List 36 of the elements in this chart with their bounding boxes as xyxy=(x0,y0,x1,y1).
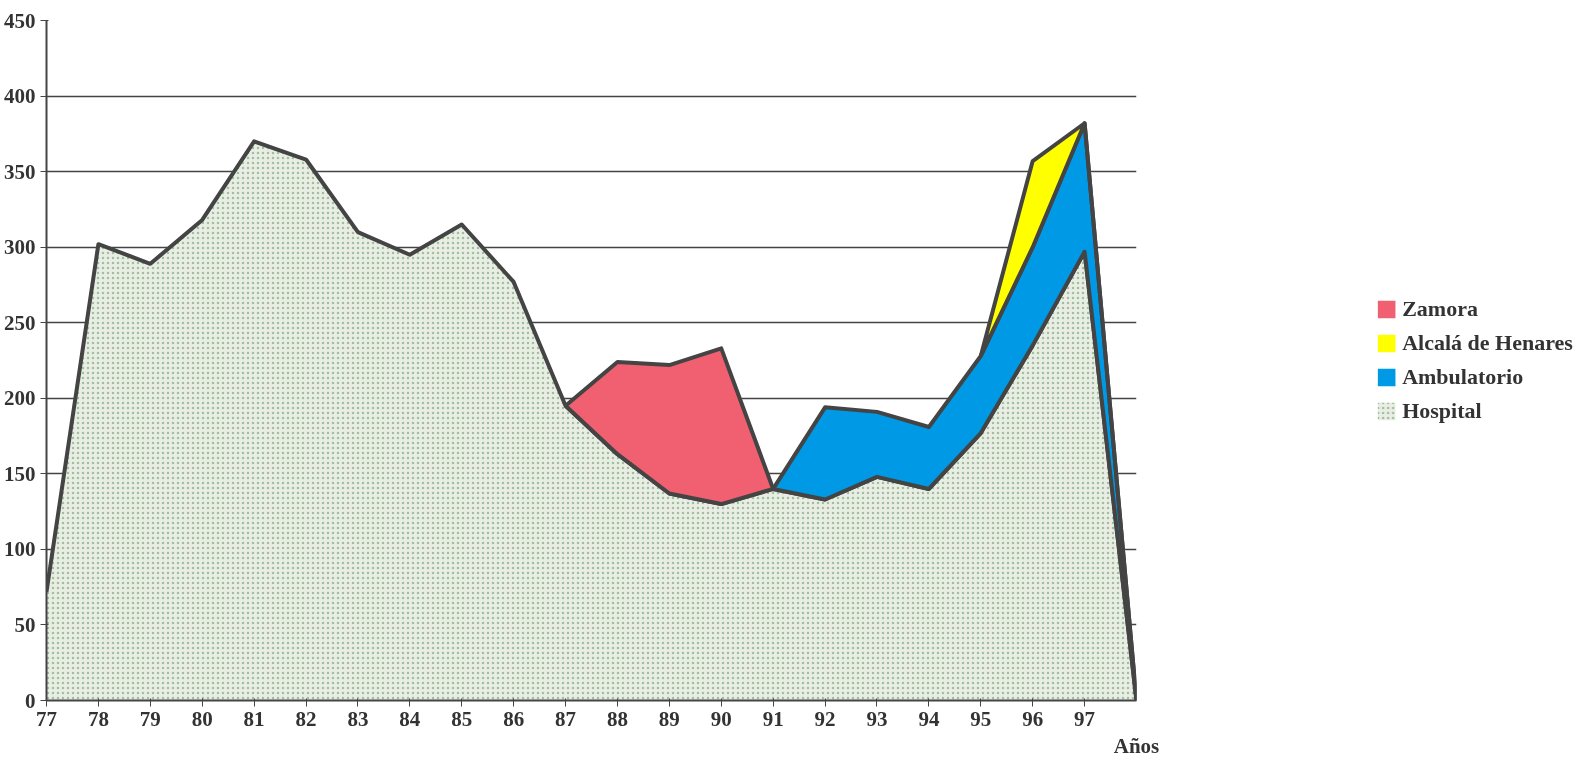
y-tick-label: 200 xyxy=(4,386,36,411)
x-tick-label: 77 xyxy=(36,706,57,731)
x-tick-label: 89 xyxy=(658,706,680,731)
y-tick-label: 450 xyxy=(4,8,36,33)
x-tick-label: 90 xyxy=(710,706,732,731)
x-tick-label: 82 xyxy=(295,706,317,731)
y-tick-label: 150 xyxy=(4,461,36,486)
legend-label: Alcalá de Henares xyxy=(1402,330,1573,356)
x-tick-label: 81 xyxy=(243,706,265,731)
x-tick-label: 79 xyxy=(139,706,161,731)
legend-label: Hospital xyxy=(1402,398,1482,424)
x-tick-label: 85 xyxy=(451,706,473,731)
x-tick-label: 94 xyxy=(918,706,940,731)
x-tick-label: 95 xyxy=(970,706,992,731)
x-tick-label: 78 xyxy=(87,706,109,731)
y-tick-label: 350 xyxy=(4,159,36,184)
x-tick-label: 83 xyxy=(347,706,369,731)
x-tick-label: 88 xyxy=(606,706,628,731)
legend-label: Zamora xyxy=(1402,296,1478,322)
y-tick-label: 50 xyxy=(14,612,36,637)
x-tick-label: 91 xyxy=(762,706,784,731)
y-tick-label: 300 xyxy=(4,235,36,260)
x-tick-label: 84 xyxy=(399,706,421,731)
x-tick-label: 96 xyxy=(1022,706,1044,731)
x-axis-title: Años xyxy=(1113,733,1160,758)
x-tick-label: 80 xyxy=(191,706,213,731)
x-tick-label: 97 xyxy=(1074,706,1096,731)
y-tick-label: 400 xyxy=(4,84,36,109)
x-tick-label: 93 xyxy=(866,706,888,731)
x-tick-label: 87 xyxy=(555,706,577,731)
legend-label: Ambulatorio xyxy=(1402,364,1524,390)
x-tick-label: 86 xyxy=(503,706,525,731)
y-tick-label: 100 xyxy=(4,537,36,562)
x-tick-label: 92 xyxy=(814,706,836,731)
y-tick-label: 250 xyxy=(4,310,36,335)
y-tick-label: 0 xyxy=(25,688,36,713)
